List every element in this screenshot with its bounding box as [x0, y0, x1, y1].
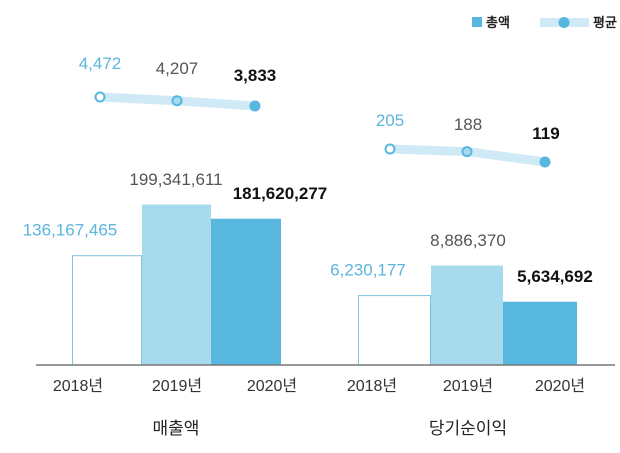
bar-1-1 — [431, 265, 503, 366]
bar-label: 6,230,177 — [330, 261, 406, 280]
year-tick-label: 2019년 — [443, 377, 493, 395]
average-point — [171, 95, 183, 107]
bar-label: 181,620,277 — [233, 184, 328, 203]
average-label: 188 — [454, 115, 482, 134]
legend-point-swatch — [558, 17, 570, 28]
average-point — [461, 146, 473, 158]
year-tick-label: 2020년 — [247, 377, 297, 395]
average-label: 119 — [532, 124, 559, 143]
bar-1-0 — [358, 295, 431, 366]
bar-label: 5,634,692 — [517, 267, 593, 286]
year-tick-label: 2020년 — [535, 377, 585, 395]
average-label: 3,833 — [234, 66, 277, 85]
average-point — [94, 91, 106, 103]
average-point — [249, 100, 261, 112]
bar-0-1 — [142, 204, 211, 366]
legend-label-total: 총액 — [486, 15, 510, 30]
bar-0-0 — [72, 255, 142, 366]
average-point — [384, 143, 396, 155]
average-point — [539, 156, 551, 168]
year-tick-label: 2018년 — [53, 377, 103, 395]
bar-label: 8,886,370 — [430, 231, 506, 250]
average-label: 4,207 — [156, 59, 199, 78]
bar-0-2 — [211, 218, 281, 366]
bar-1-2 — [503, 301, 577, 366]
bar-label: 136,167,465 — [23, 221, 118, 240]
bar-label: 199,341,611 — [129, 170, 222, 189]
category-label: 당기순이익 — [429, 419, 507, 438]
legend-bar-swatch — [472, 17, 482, 27]
year-tick-label: 2018년 — [347, 377, 397, 395]
legend-label-average: 평균 — [593, 15, 617, 30]
year-tick-label: 2019년 — [152, 377, 202, 395]
category-label: 매출액 — [153, 419, 200, 438]
average-label: 4,472 — [79, 54, 122, 73]
average-label: 205 — [376, 111, 404, 130]
